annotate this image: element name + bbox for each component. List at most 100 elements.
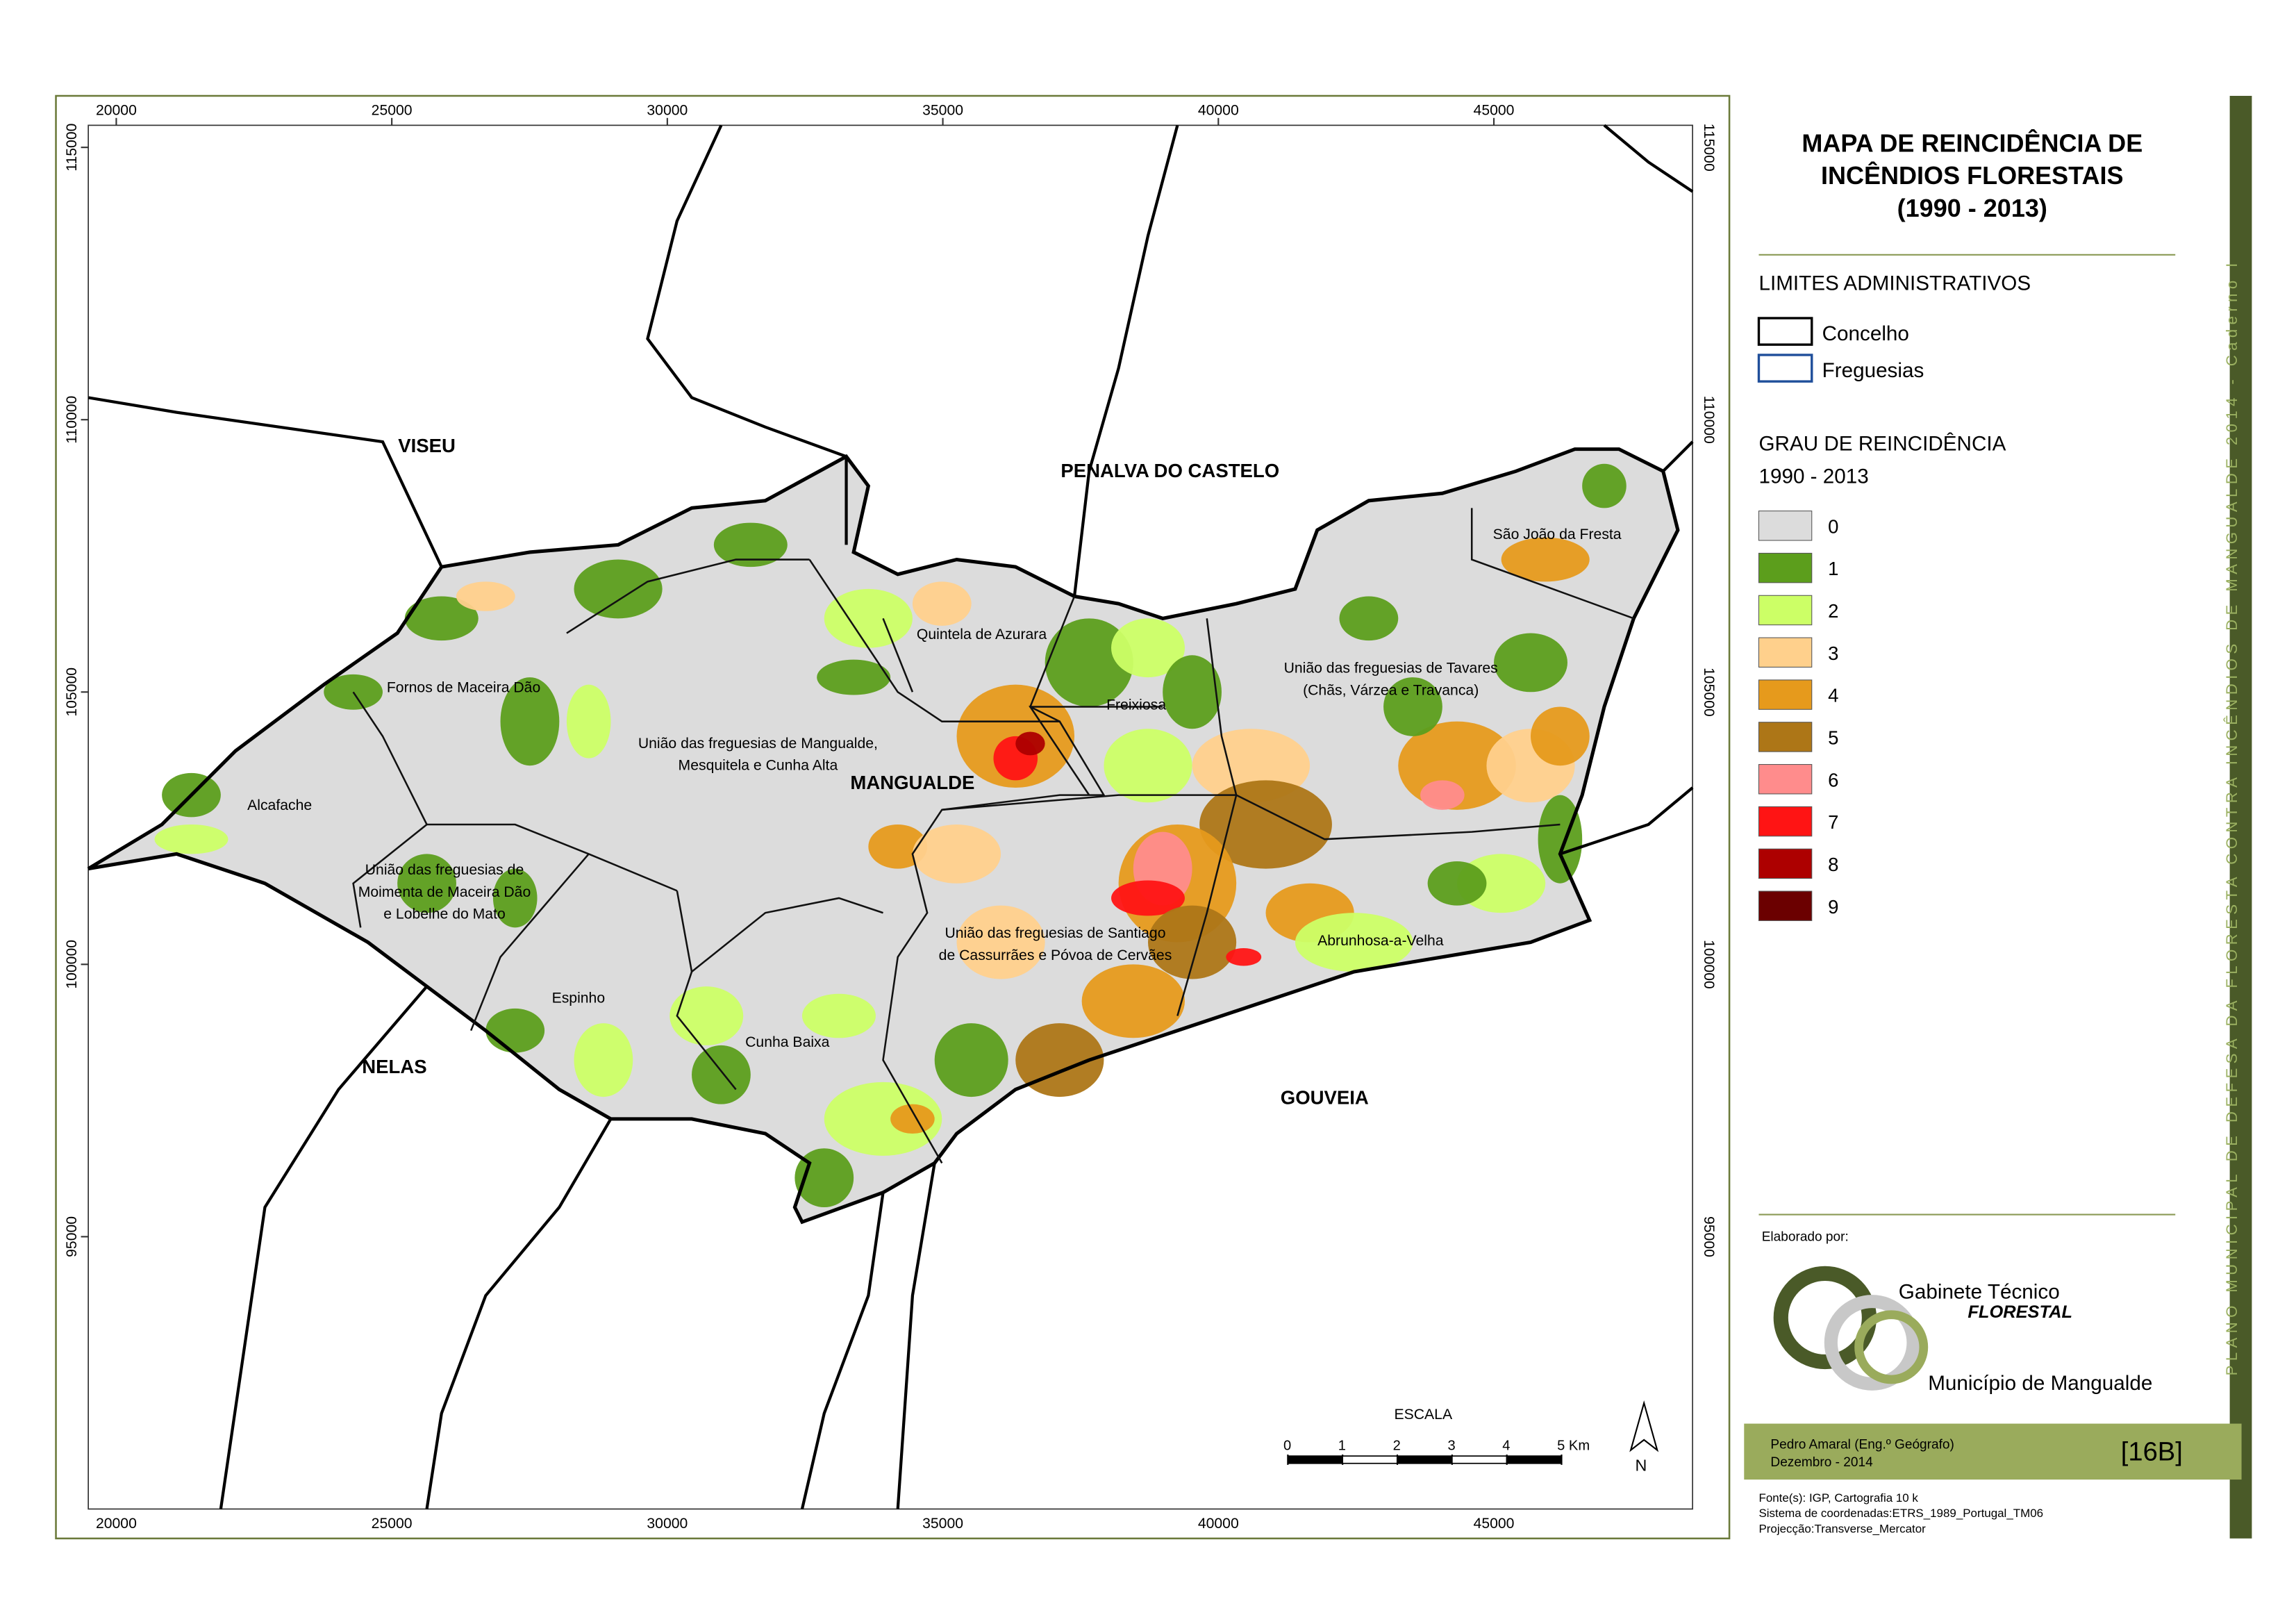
y-coord-label: 110000 <box>64 396 80 444</box>
freguesia-boundary <box>676 971 737 1091</box>
title: INCÊNDIOS FLORESTAIS <box>1821 160 2124 190</box>
grade-swatch <box>1758 848 1813 879</box>
freguesia-boundary <box>942 794 1561 840</box>
freguesia-boundary <box>882 618 914 693</box>
fire-patch <box>912 581 972 626</box>
grade-label: 8 <box>1828 854 1838 875</box>
freguesia-label: Cunha Baixa <box>745 1034 830 1050</box>
scale-title: ESCALA <box>1394 1407 1452 1423</box>
fire-patch <box>1383 677 1442 736</box>
boundary <box>1662 440 1694 472</box>
grade-label: 6 <box>1828 769 1838 790</box>
y-coord-label: 105000 <box>1701 668 1717 717</box>
fire-patch <box>824 588 913 648</box>
y-coord-label: 95000 <box>1701 1216 1717 1257</box>
side-text: PLANO MUNICIPAL DE DEFESA DA FLORESTA CO… <box>2223 258 2240 1375</box>
fire-patch <box>1582 463 1627 508</box>
fire-patch <box>1295 913 1413 972</box>
fire-patch <box>1148 905 1237 979</box>
grade-label: 2 <box>1828 600 1838 622</box>
date: Dezembro - 2014 <box>1770 1455 1873 1470</box>
freguesia-label: União das freguesias de <box>365 862 524 878</box>
grade-swatch <box>1758 722 1813 752</box>
grade-swatch <box>1758 806 1813 837</box>
grade-label: 5 <box>1828 727 1838 749</box>
fire-patch <box>1111 618 1185 678</box>
x-coord-label: 45000 <box>1474 103 1515 119</box>
region-label: VISEU <box>398 435 456 456</box>
scale-segment <box>1342 1455 1398 1464</box>
grade-swatch <box>1758 764 1813 795</box>
freguesia-boundary <box>1176 618 1238 1016</box>
grade-swatch <box>1758 679 1813 710</box>
title: (1990 - 2013) <box>1897 194 2047 222</box>
region-label: GOUVEIA <box>1281 1087 1369 1109</box>
fire-patch <box>1015 731 1045 756</box>
scale-label: 5 Km <box>1557 1439 1590 1454</box>
freguesia-label: São João da Fresta <box>1493 527 1622 542</box>
x-coord-label: 25000 <box>372 1516 413 1532</box>
x-coord-label: 20000 <box>96 1516 137 1532</box>
source: Sistema de coordenadas:ETRS_1989_Portuga… <box>1758 1507 2043 1520</box>
logo-ring <box>1854 1310 1929 1384</box>
y-coord-label: 105000 <box>64 668 80 717</box>
fire-patch <box>934 1023 1008 1097</box>
section-title: GRAU DE REINCIDÊNCIA <box>1758 433 2006 456</box>
boundary <box>425 1118 613 1509</box>
region-label: NELAS <box>362 1056 426 1077</box>
fire-patch <box>1494 633 1567 693</box>
fire-patch <box>566 684 611 759</box>
grade-swatch <box>1758 595 1813 626</box>
freguesia-boundary <box>566 558 810 634</box>
x-coord-label: 25000 <box>372 103 413 119</box>
boundary <box>219 985 429 1509</box>
scale-segment <box>1451 1455 1508 1464</box>
fire-patch <box>1538 795 1583 884</box>
boundary <box>646 124 847 458</box>
region-label: MANGUALDE <box>850 772 974 793</box>
freguesia-boundary <box>469 853 590 1031</box>
freguesia-label: e Lobelhe do Mato <box>383 906 506 922</box>
fire-patch <box>1111 880 1185 916</box>
freguesia-boundary <box>676 890 883 974</box>
grade-label: 4 <box>1828 685 1838 706</box>
fire-patch <box>1420 780 1465 810</box>
freguesia-label: Abrunhosa-a-Velha <box>1317 933 1444 949</box>
map-content: VISEU PENALVA DO CASTELO NELAS GOUVEIA MANGU… <box>87 124 1694 1509</box>
x-coord-label: 30000 <box>647 1516 688 1532</box>
fire-patch <box>669 986 744 1045</box>
org-name: FLORESTAL <box>1968 1302 2072 1322</box>
x-coord-label: 45000 <box>1474 1516 1515 1532</box>
x-coord-label: 35000 <box>922 1516 963 1532</box>
freguesia-label: Fornos de Maceira Dão <box>387 679 540 695</box>
freguesia-boundary <box>1470 508 1634 620</box>
boundary <box>88 396 443 568</box>
fire-patch <box>1045 618 1133 707</box>
x-coord-label: 40000 <box>1198 1516 1239 1532</box>
fire-patch <box>1531 706 1590 766</box>
fire-patch <box>912 825 1001 884</box>
y-coord-label: 100000 <box>1701 940 1717 989</box>
x-coord-label: 20000 <box>96 103 137 119</box>
y-coord-label: 95000 <box>64 1216 80 1257</box>
fire-patch <box>574 1023 633 1097</box>
grade-swatch <box>1758 890 1813 921</box>
boundary <box>800 1192 885 1509</box>
title: MAPA DE REINCIDÊNCIA DE <box>1802 129 2143 158</box>
logo-ring <box>1824 1295 1920 1391</box>
fire-patch <box>456 581 515 611</box>
grade-swatch <box>1758 637 1813 668</box>
freguesia-boundary <box>808 558 1106 1164</box>
fire-patch <box>801 993 876 1038</box>
fire-patch <box>956 905 1045 979</box>
scale-label: 2 <box>1393 1439 1401 1454</box>
freguesia-label: Moimenta de Maceira Dão <box>358 884 531 900</box>
fire-patch <box>1081 964 1185 1038</box>
freguesia-label: de Cassurrães e Póvoa de Cervães <box>939 947 1172 963</box>
scale-segment <box>1287 1455 1344 1464</box>
freguesia-label: União das freguesias de Mangualde, <box>638 736 878 752</box>
fire-patch <box>692 1045 751 1104</box>
grade-label: 9 <box>1828 896 1838 918</box>
